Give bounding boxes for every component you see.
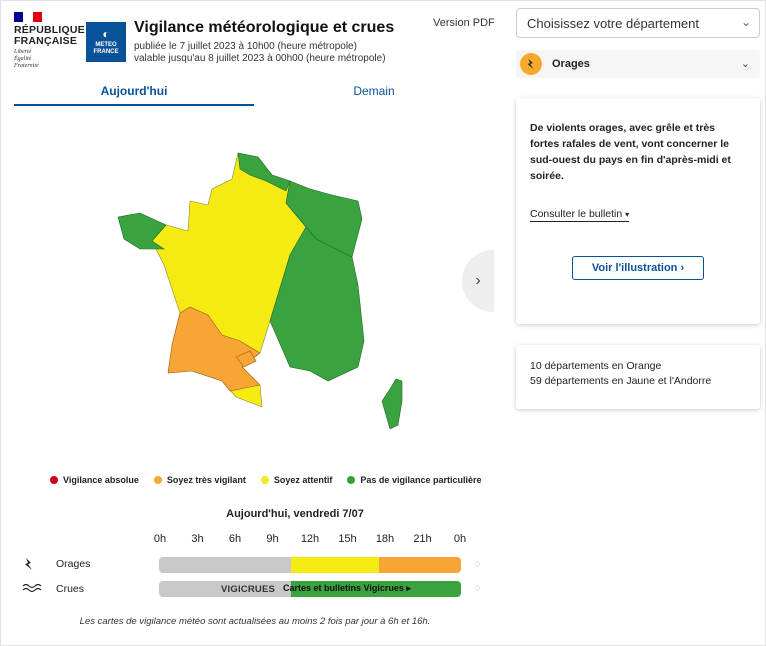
- hour-label: 15h: [338, 533, 357, 545]
- motto-1: Liberté: [14, 49, 32, 55]
- motto-3: Fraternité: [14, 63, 39, 69]
- chevron-right-icon: ›: [475, 272, 481, 289]
- hour-label: 0h: [153, 533, 167, 545]
- french-flag-icon: [14, 12, 42, 22]
- summary-yellow: 59 départements en Jaune et l'Andorre: [530, 375, 712, 387]
- department-select[interactable]: Choisissez votre département ⌄: [516, 8, 760, 38]
- phenomenon-label: Orages: [552, 58, 590, 70]
- map-corsica: [381, 378, 403, 430]
- bulletin-label: Consulter le bulletin: [530, 208, 623, 220]
- illustration-label: Voir l'illustration: [591, 262, 678, 274]
- vigilance-legend: Vigilance absolue Soyez très vigilant So…: [50, 475, 481, 485]
- map-orange-southwest: [167, 306, 261, 392]
- legend-item: Pas de vigilance particulière: [347, 475, 481, 485]
- republique-francaise-logo: RÉPUBLIQUE FRANÇAISE Liberté Égalité Fra…: [14, 12, 85, 70]
- hour-label: 12h: [300, 533, 320, 545]
- legend-label: Soyez très vigilant: [166, 475, 246, 485]
- orages-timeline-bar: [159, 557, 461, 573]
- legend-label: Pas de vigilance particulière: [360, 475, 482, 485]
- map-green-southeast: [269, 226, 365, 382]
- timeline-segment-yellow: [291, 557, 380, 573]
- chevron-down-icon: ⌄: [740, 15, 751, 29]
- row-label-crues: Crues: [56, 583, 85, 595]
- meteo-france-logo: ◐ METEO FRANCE: [86, 22, 126, 62]
- hour-label: 18h: [375, 533, 395, 545]
- timeline-date: Aujourd'hui, vendredi 7/07: [226, 508, 364, 520]
- hour-label: 6h: [228, 533, 242, 545]
- timeline-hours: 0h 3h 6h 9h 12h 15h 18h 21h 0h: [150, 533, 470, 547]
- lightning-icon: [22, 557, 36, 574]
- tab-today[interactable]: Aujourd'hui: [14, 84, 254, 106]
- view-illustration-button[interactable]: Voir l'illustration ›: [572, 256, 704, 280]
- legend-dot-icon: [153, 476, 162, 484]
- mf-logo-line2: FRANCE: [93, 49, 119, 55]
- rf-name-line1: RÉPUBLIQUE: [14, 24, 85, 36]
- legend-item: Soyez très vigilant: [153, 475, 246, 485]
- row-label-orages: Orages: [56, 558, 91, 570]
- chevron-down-icon: ⌄: [740, 58, 750, 70]
- hour-label: 0h: [453, 533, 467, 545]
- legend-dot-icon: [50, 476, 58, 484]
- motto-2: Égalité: [14, 56, 32, 62]
- vigicrues-link[interactable]: Cartes et bulletins Vigicrues ▸: [283, 583, 411, 593]
- timeline-segment-grey: [159, 581, 292, 597]
- timeline-segment-green: [291, 581, 461, 597]
- valid-until-date: valable jusqu'au 8 juillet 2023 à 00h00 …: [134, 53, 386, 64]
- vigicrues-logo: VIGICRUES: [221, 584, 276, 595]
- rf-motto: Liberté Égalité Fraternité: [14, 49, 78, 70]
- pdf-version-link[interactable]: Version PDF: [433, 17, 495, 29]
- timeline-segment-orange: [379, 557, 461, 573]
- eye-slash-icon[interactable]: ◌: [474, 582, 481, 594]
- tab-tomorrow[interactable]: Demain: [353, 84, 395, 98]
- hour-label: 9h: [266, 533, 279, 545]
- waves-icon: [22, 582, 44, 597]
- footnote: Les cartes de vigilance météo sont actua…: [79, 616, 431, 627]
- legend-item: Soyez attentif: [260, 475, 333, 485]
- phenomenon-selector[interactable]: Orages ⌄: [516, 50, 760, 78]
- department-select-label: Choisissez votre département: [527, 16, 699, 31]
- france-vigilance-map[interactable]: [110, 145, 420, 435]
- page-title: Vigilance météorologique et crues: [134, 19, 395, 36]
- map-green-brittany: [117, 212, 167, 250]
- consult-bulletin-link[interactable]: Consulter le bulletin ▾: [530, 208, 630, 222]
- rf-name-line2: FRANÇAISE: [14, 35, 78, 47]
- crues-timeline-bar: [159, 581, 461, 597]
- summary-card: 10 départements en Orange 59 département…: [516, 345, 760, 409]
- map-green-north: [237, 152, 291, 192]
- hour-label: 21h: [413, 533, 432, 545]
- mf-logo-line1: METEO: [95, 42, 117, 48]
- legend-dot-icon: [260, 476, 269, 484]
- timeline-segment-grey: [159, 557, 292, 573]
- published-date: publiée le 7 juillet 2023 à 10h00 (heure…: [134, 41, 357, 52]
- eye-slash-icon[interactable]: ◌: [474, 558, 481, 570]
- legend-label: Vigilance absolue: [63, 475, 139, 485]
- chevron-right-icon: ›: [680, 262, 685, 274]
- lightning-icon: [520, 53, 542, 75]
- summary-orange: 10 départements en Orange: [530, 360, 662, 372]
- forecast-card: De violents orages, avec grêle et très f…: [516, 98, 760, 324]
- map-orange-center-west: [235, 350, 257, 368]
- caret-down-icon: ▾: [625, 210, 630, 219]
- forecast-description: De violents orages, avec grêle et très f…: [530, 122, 731, 182]
- legend-item: Vigilance absolue: [50, 475, 139, 485]
- legend-dot-icon: [347, 476, 356, 484]
- legend-label: Soyez attentif: [273, 475, 333, 485]
- hour-label: 3h: [191, 533, 204, 545]
